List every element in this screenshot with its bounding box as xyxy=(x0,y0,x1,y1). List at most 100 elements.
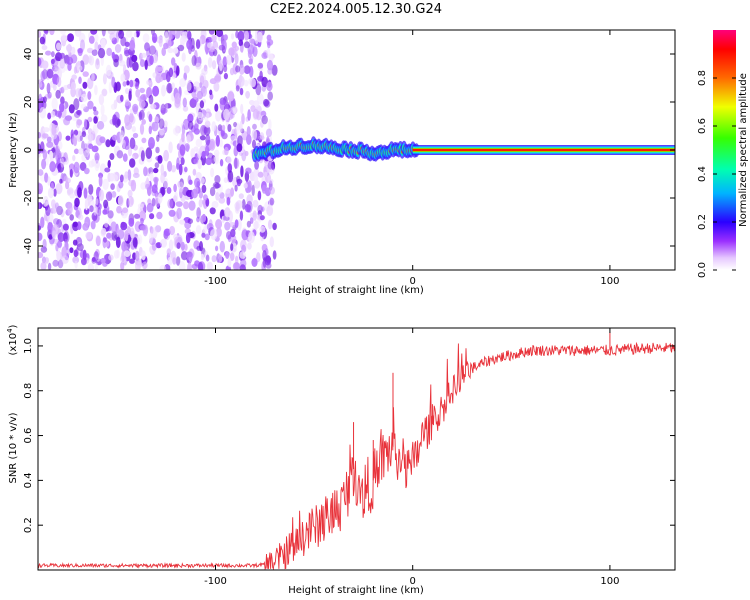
noise-speckle xyxy=(211,255,217,263)
noise-speckle xyxy=(257,62,264,69)
noise-speckle xyxy=(177,44,185,52)
y-tick-label: 0 xyxy=(23,147,34,153)
noise-speckle xyxy=(128,90,132,102)
noise-speckle xyxy=(88,160,95,168)
noise-speckle xyxy=(146,202,154,213)
noise-speckle xyxy=(124,99,130,107)
noise-speckle xyxy=(46,136,52,143)
noise-speckle xyxy=(97,47,106,59)
noise-speckle xyxy=(91,145,99,153)
noise-speckle xyxy=(215,73,222,83)
noise-speckle xyxy=(254,161,259,170)
noise-speckle xyxy=(65,181,70,190)
noise-speckle xyxy=(249,217,254,224)
noise-speckle xyxy=(116,118,122,127)
noise-speckle xyxy=(268,178,274,184)
noise-speckle xyxy=(69,214,74,221)
noise-speckle xyxy=(92,106,97,112)
noise-speckle xyxy=(136,261,143,268)
noise-speckle xyxy=(260,120,264,128)
noise-speckle xyxy=(137,234,143,245)
noise-speckle xyxy=(252,199,259,208)
noise-speckle xyxy=(129,112,134,123)
noise-speckle xyxy=(191,188,199,199)
noise-speckle xyxy=(163,42,169,50)
noise-speckle xyxy=(193,93,198,100)
noise-speckle xyxy=(90,30,98,35)
noise-speckle xyxy=(93,110,99,116)
noise-speckle xyxy=(88,55,95,66)
noise-speckle xyxy=(127,189,133,198)
noise-speckle xyxy=(261,76,269,88)
noise-speckle xyxy=(266,47,271,58)
noise-speckle xyxy=(121,250,125,263)
noise-speckle xyxy=(247,109,251,121)
noise-speckle xyxy=(101,88,108,97)
noise-speckle xyxy=(187,218,193,224)
noise-speckle xyxy=(44,30,49,35)
noise-speckle xyxy=(227,91,235,102)
noise-speckle xyxy=(190,148,195,159)
noise-speckle xyxy=(51,97,58,110)
noise-speckle xyxy=(120,73,126,82)
noise-speckle xyxy=(201,184,207,194)
noise-speckle xyxy=(214,183,221,189)
noise-speckle xyxy=(253,221,260,229)
noise-speckle xyxy=(184,166,188,173)
noise-speckle xyxy=(120,94,124,102)
noise-speckle xyxy=(132,132,139,139)
noise-speckle xyxy=(257,135,265,141)
noise-speckle xyxy=(47,262,52,270)
noise-speckle xyxy=(49,161,56,173)
noise-speckle xyxy=(215,192,220,201)
snr-series-line xyxy=(38,341,675,570)
noise-speckle xyxy=(88,184,94,195)
noise-speckle xyxy=(180,241,185,251)
noise-speckle xyxy=(116,150,124,159)
noise-speckle xyxy=(235,85,240,92)
noise-speckle xyxy=(131,54,138,63)
noise-speckle xyxy=(73,161,80,174)
noise-speckle xyxy=(176,65,180,76)
noise-speckle xyxy=(215,30,224,38)
noise-speckle xyxy=(249,99,255,106)
noise-speckle xyxy=(69,193,75,199)
x-tick-label: 0 xyxy=(410,576,416,587)
noise-speckle xyxy=(154,162,160,169)
noise-speckle xyxy=(208,138,216,151)
noise-speckle xyxy=(83,167,90,175)
noise-speckle xyxy=(152,72,157,78)
noise-speckle xyxy=(82,81,88,89)
noise-speckle xyxy=(134,82,139,90)
noise-speckle xyxy=(128,115,136,125)
noise-speckle xyxy=(38,252,44,259)
noise-speckle xyxy=(71,114,79,122)
noise-speckle xyxy=(139,99,146,109)
noise-speckle xyxy=(163,228,171,237)
noise-speckle xyxy=(260,115,266,122)
noise-speckle xyxy=(56,42,62,51)
noise-speckle xyxy=(210,228,218,240)
noise-speckle xyxy=(151,32,158,44)
noise-speckle xyxy=(174,92,181,105)
noise-speckle xyxy=(235,200,243,209)
noise-speckle xyxy=(77,187,82,198)
noise-speckle xyxy=(203,64,208,72)
noise-speckle xyxy=(78,214,84,221)
noise-speckle xyxy=(159,127,165,136)
noise-speckle xyxy=(253,175,259,183)
noise-speckle xyxy=(51,230,57,239)
noise-speckle xyxy=(100,104,105,116)
noise-speckle xyxy=(68,104,75,114)
noise-speckle xyxy=(53,188,57,197)
noise-speckle xyxy=(192,168,197,176)
noise-speckle xyxy=(194,177,201,188)
noise-speckle xyxy=(223,34,228,41)
noise-speckle xyxy=(126,80,130,86)
noise-speckle xyxy=(42,96,47,103)
noise-speckle xyxy=(101,30,106,37)
noise-speckle xyxy=(104,221,109,228)
snr-plot: -100 0 100 0.2 0.4 0.6 0.8 1.0 Height of straig… xyxy=(6,324,676,596)
noise-speckle xyxy=(262,250,267,261)
noise-speckle xyxy=(48,234,53,240)
